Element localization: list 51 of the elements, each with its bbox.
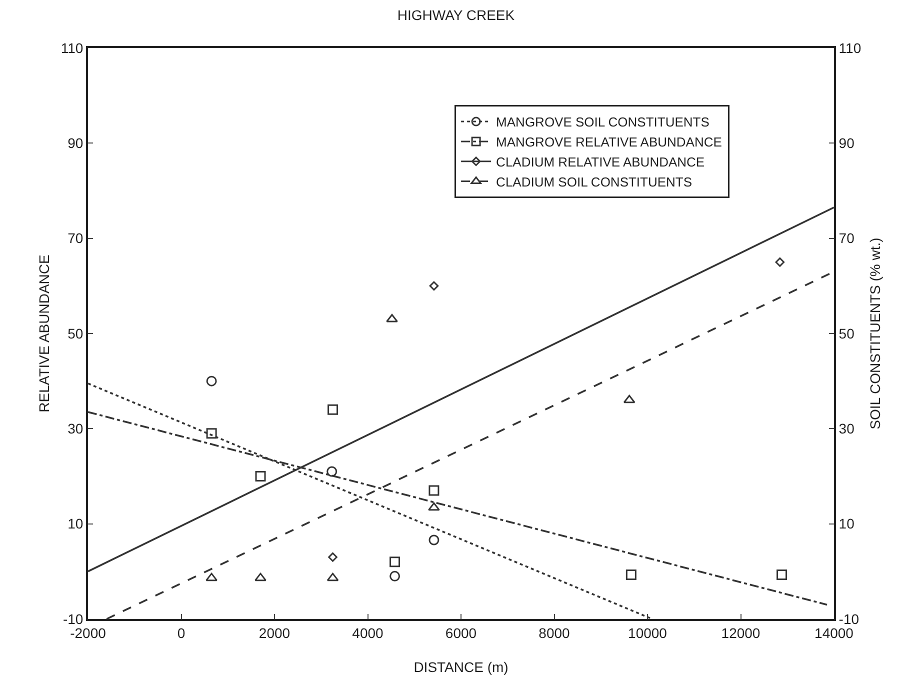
x-tick-label: 14000 <box>814 624 854 641</box>
chart-title: HIGHWAY CREEK <box>397 7 516 24</box>
x-tick-label: 6000 <box>445 624 477 641</box>
y-tick-label: 110 <box>60 40 84 56</box>
y2-tick-label: 90 <box>838 135 855 152</box>
point <box>390 556 400 568</box>
point <box>626 570 636 580</box>
y2-tick-label: 70 <box>838 230 855 246</box>
x-tick-label: 2000 <box>258 624 290 641</box>
legend-label: CLADIUM RELATIVE ABUNDANCE <box>496 154 705 170</box>
point <box>255 471 266 482</box>
legend-label: MANGROVE RELATIVE ABUNDANCE <box>496 134 722 150</box>
point <box>776 570 788 580</box>
point <box>254 572 266 582</box>
x-tick-label: 12000 <box>721 624 760 641</box>
y2-tick-label: 50 <box>838 325 855 342</box>
y-tick-label: 70 <box>68 230 84 246</box>
x-tick-label: 10000 <box>628 624 668 641</box>
y-tick-label: 10 <box>68 516 84 532</box>
point <box>206 376 217 386</box>
legend-label: MANGROVE SOIL CONSTITUENTS <box>496 114 710 130</box>
y-tick-label: -10 <box>62 610 84 627</box>
x-axis-title: DISTANCE (m) <box>414 659 508 675</box>
point <box>206 572 218 582</box>
point <box>326 466 338 477</box>
point <box>390 570 400 582</box>
y-tick-label: 50 <box>68 325 84 342</box>
y-tick-label: 90 <box>68 135 84 152</box>
y2-tick-label: -10 <box>838 610 860 627</box>
point <box>386 314 398 322</box>
y2-axis-title: SOIL CONSTITUENTS (% wt.) <box>867 238 883 430</box>
legend-label: CLADIUM SOIL CONSTITUENTS <box>496 174 692 190</box>
x-tick-label: 0 <box>177 624 186 641</box>
point <box>326 572 339 582</box>
point <box>429 281 439 291</box>
point <box>428 485 440 496</box>
y2-tick-label: 30 <box>838 420 855 437</box>
point <box>428 534 440 546</box>
x-tick-label: 8000 <box>538 624 570 641</box>
y2-tick-label: 10 <box>838 516 855 532</box>
y-tick-label: 30 <box>68 420 84 437</box>
x-tick-label: -2000 <box>70 624 106 641</box>
point <box>623 394 636 404</box>
point <box>428 502 440 511</box>
point <box>328 552 338 562</box>
point <box>775 257 785 267</box>
point <box>206 428 217 439</box>
y-axis-title: RELATIVE ABUNDANCE <box>36 254 52 412</box>
y2-tick-label: 110 <box>838 40 862 56</box>
point <box>328 404 338 415</box>
x-tick-label: 4000 <box>352 624 384 641</box>
